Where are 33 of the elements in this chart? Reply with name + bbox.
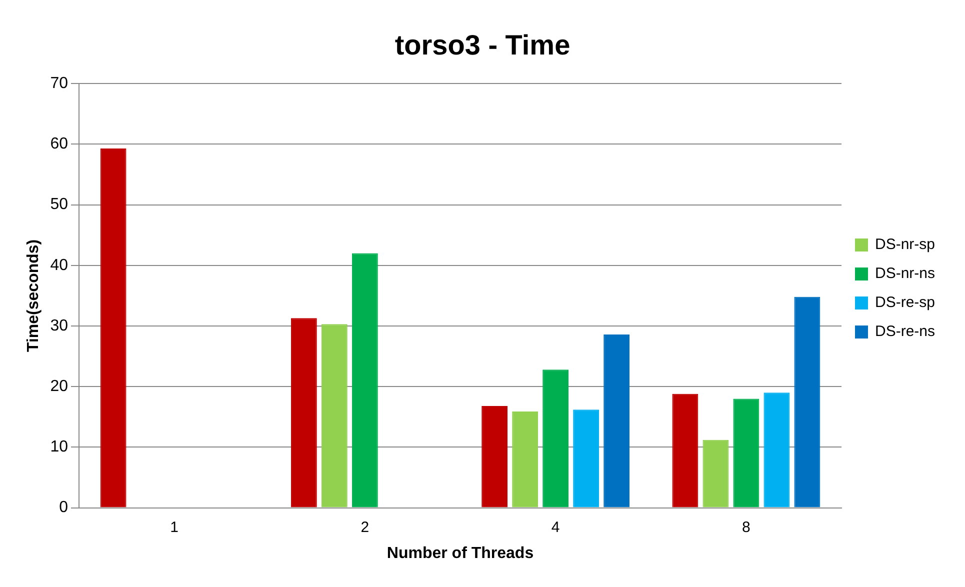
- bar: [672, 394, 698, 508]
- y-tick-label: 30: [50, 317, 68, 334]
- bar: [764, 392, 790, 508]
- bar: [482, 406, 508, 508]
- x-tick-label: 2: [360, 518, 370, 536]
- legend-label: DS-nr-ns: [874, 265, 936, 282]
- y-tick-label: 0: [59, 499, 68, 516]
- x-tick-label: 1: [170, 518, 178, 536]
- y-tick-label: 10: [50, 438, 68, 456]
- bar: [100, 148, 126, 508]
- y-tick-label: 20: [50, 378, 68, 396]
- bar: [321, 324, 348, 508]
- bar: [352, 253, 378, 508]
- chart-title: torso3 - Time: [394, 30, 570, 61]
- x-tick-label: 8: [742, 518, 750, 536]
- bar: [604, 334, 630, 508]
- bar: [290, 318, 317, 508]
- legend-label: DS-re-sp: [874, 294, 936, 312]
- bar: [733, 398, 760, 508]
- bar: [794, 296, 820, 508]
- y-tick-label: 50: [50, 196, 68, 214]
- bar: [542, 370, 569, 508]
- bar: [512, 411, 538, 508]
- y-tick-label: 60: [50, 136, 68, 153]
- bar: [573, 410, 600, 508]
- x-axis-title: Number of Threads: [386, 544, 534, 562]
- x-tick-label: 4: [551, 518, 560, 536]
- y-axis-title: Time(seconds): [25, 239, 42, 352]
- y-tick-label: 70: [50, 75, 68, 92]
- bar: [702, 440, 729, 508]
- legend-label: DS-re-ns: [874, 323, 936, 340]
- legend-label: DS-nr-sp: [874, 236, 936, 254]
- y-tick-label: 40: [50, 256, 68, 274]
